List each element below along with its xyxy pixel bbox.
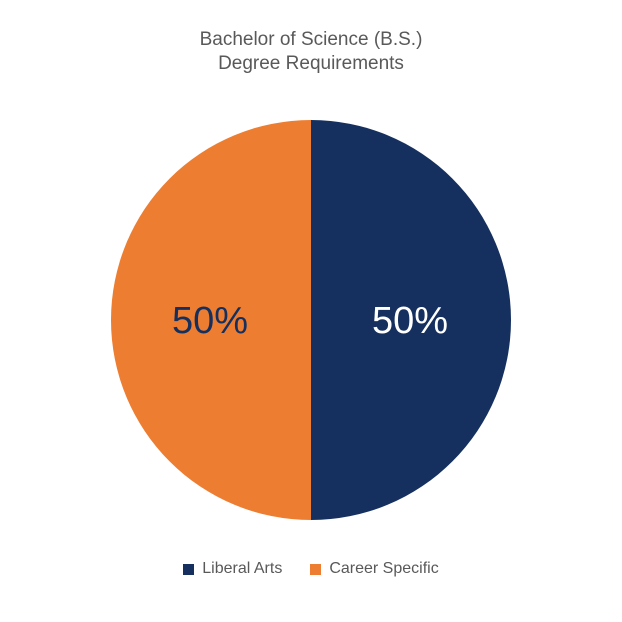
chart-title-line2: Degree Requirements	[0, 52, 622, 76]
chart-title: Bachelor of Science (B.S.) Degree Requir…	[0, 28, 622, 76]
legend-item-liberal-arts: Liberal Arts	[183, 560, 282, 578]
chart-title-line1: Bachelor of Science (B.S.)	[0, 28, 622, 52]
slice-label-liberal-arts: 50%	[360, 300, 460, 343]
slice-label-career-specific: 50%	[160, 300, 260, 343]
legend-label: Career Specific	[329, 560, 438, 578]
legend-swatch-icon	[183, 564, 194, 575]
legend-swatch-icon	[310, 564, 321, 575]
pie-chart-container: Bachelor of Science (B.S.) Degree Requir…	[0, 0, 622, 622]
legend-label: Liberal Arts	[202, 560, 282, 578]
legend: Liberal Arts Career Specific	[0, 560, 622, 578]
legend-item-career-specific: Career Specific	[310, 560, 438, 578]
